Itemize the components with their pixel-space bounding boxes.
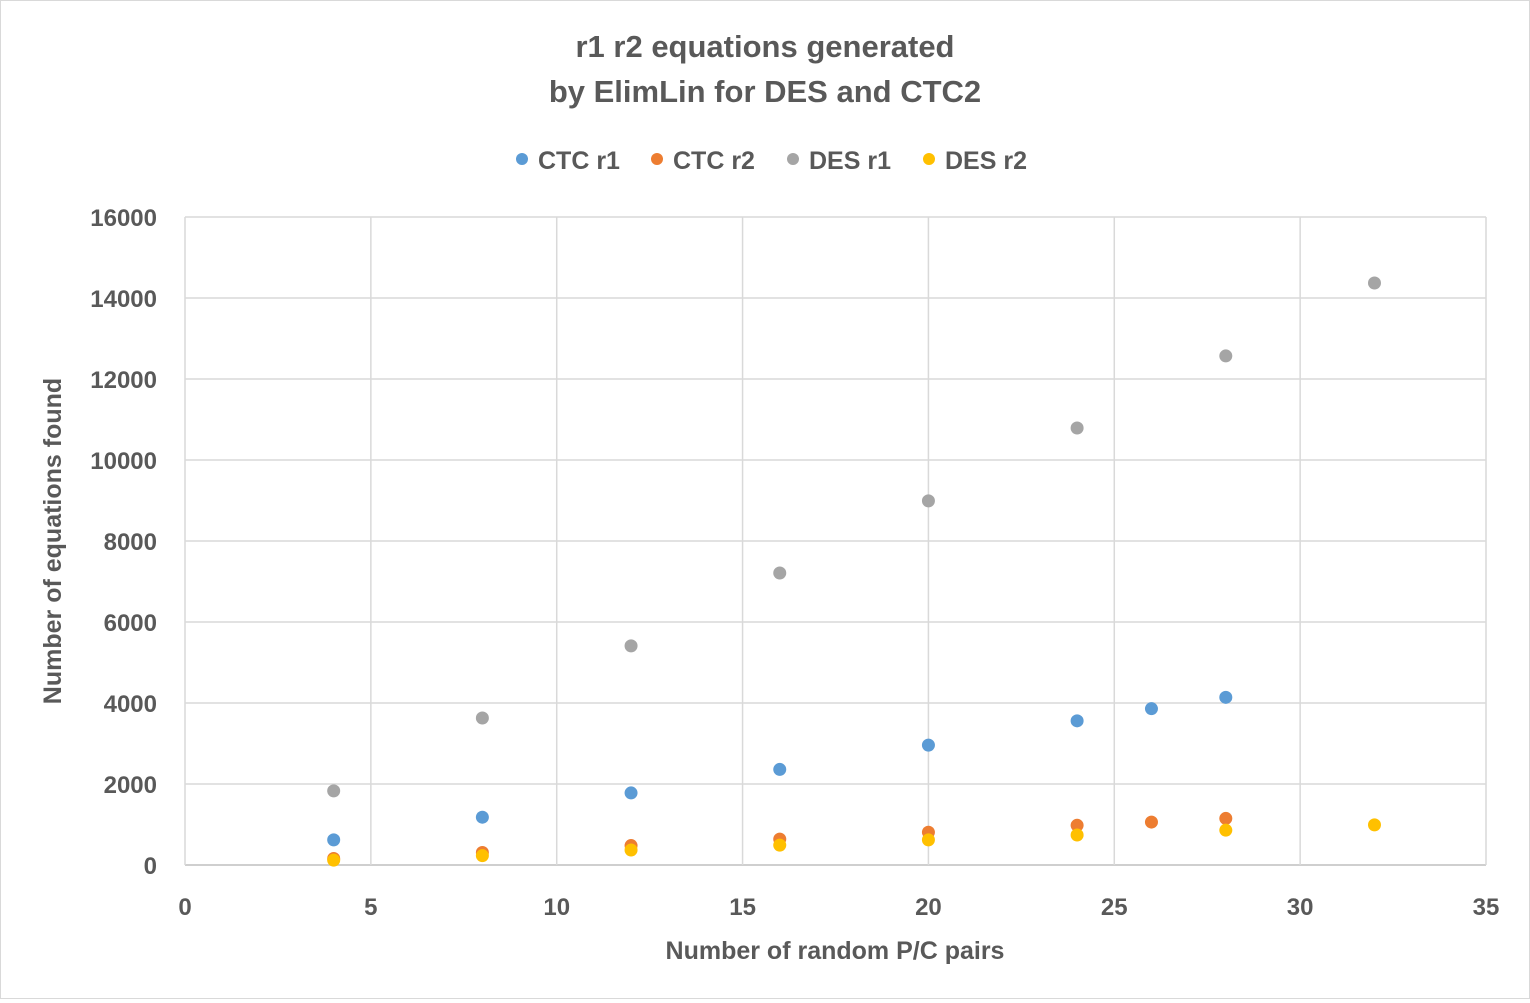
data-point (1367, 276, 1381, 290)
y-tick-label: 12000 (90, 367, 157, 394)
data-point (773, 762, 787, 776)
y-tick-label: 2000 (104, 772, 157, 799)
data-point (475, 711, 489, 725)
x-tick-label: 35 (1473, 894, 1500, 921)
y-tick-label: 4000 (104, 691, 157, 718)
y-tick-label: 6000 (104, 610, 157, 637)
data-point (1070, 828, 1084, 842)
x-tick-label: 15 (729, 894, 756, 921)
x-tick-label: 0 (178, 894, 191, 921)
x-tick-label: 5 (364, 894, 377, 921)
x-tick-label: 25 (1101, 894, 1128, 921)
data-points (327, 276, 1381, 867)
x-tick-label: 30 (1287, 894, 1314, 921)
y-tick-label: 0 (144, 853, 157, 880)
data-point (1070, 714, 1084, 728)
data-point (1219, 349, 1233, 363)
data-point (624, 639, 638, 653)
legend: CTC r1 CTC r2 DES r1 DES r2 (516, 147, 1027, 175)
chart-title-line-2: by ElimLin for DES and CTC2 (549, 74, 981, 109)
y-tick-label: 14000 (90, 286, 157, 313)
data-point (773, 838, 787, 852)
legend-marker (516, 153, 528, 165)
data-point (1367, 818, 1381, 832)
x-tick-label: 10 (543, 894, 570, 921)
data-point (1070, 818, 1084, 832)
data-point (921, 833, 935, 847)
y-tick-label: 8000 (104, 529, 157, 556)
data-point (1144, 702, 1158, 716)
y-axis-title: Number of equations found (39, 378, 67, 704)
gridlines (184, 216, 1487, 866)
y-tick-label: 16000 (90, 205, 157, 232)
data-point (1219, 823, 1233, 837)
legend-label: DES r1 (809, 147, 891, 175)
data-point (624, 843, 638, 857)
data-point (921, 494, 935, 508)
data-point (773, 566, 787, 580)
data-point (327, 833, 341, 847)
x-tick-label: 20 (915, 894, 942, 921)
legend-marker (651, 153, 663, 165)
legend-label: CTC r1 (538, 147, 620, 175)
legend-marker (787, 153, 799, 165)
legend-label: CTC r2 (673, 147, 755, 175)
x-axis-ticks: 0 5 10 15 20 25 30 35 (178, 894, 1499, 921)
y-tick-label: 10000 (90, 448, 157, 475)
legend-label: DES r2 (945, 147, 1027, 175)
data-point (1144, 815, 1158, 829)
chart-title-line-1: r1 r2 equations generated (575, 29, 954, 64)
data-point (1219, 811, 1233, 825)
data-point (1070, 421, 1084, 435)
data-point (475, 849, 489, 863)
y-axis-ticks: 0 2000 4000 6000 8000 10000 12000 14000 16000 (90, 205, 157, 880)
data-point (475, 810, 489, 824)
data-point (1219, 690, 1233, 704)
data-point (921, 738, 935, 752)
data-point (327, 853, 341, 867)
x-axis-title: Number of random P/C pairs (666, 937, 1005, 965)
data-point (327, 784, 341, 798)
legend-marker (923, 153, 935, 165)
data-point (624, 786, 638, 800)
